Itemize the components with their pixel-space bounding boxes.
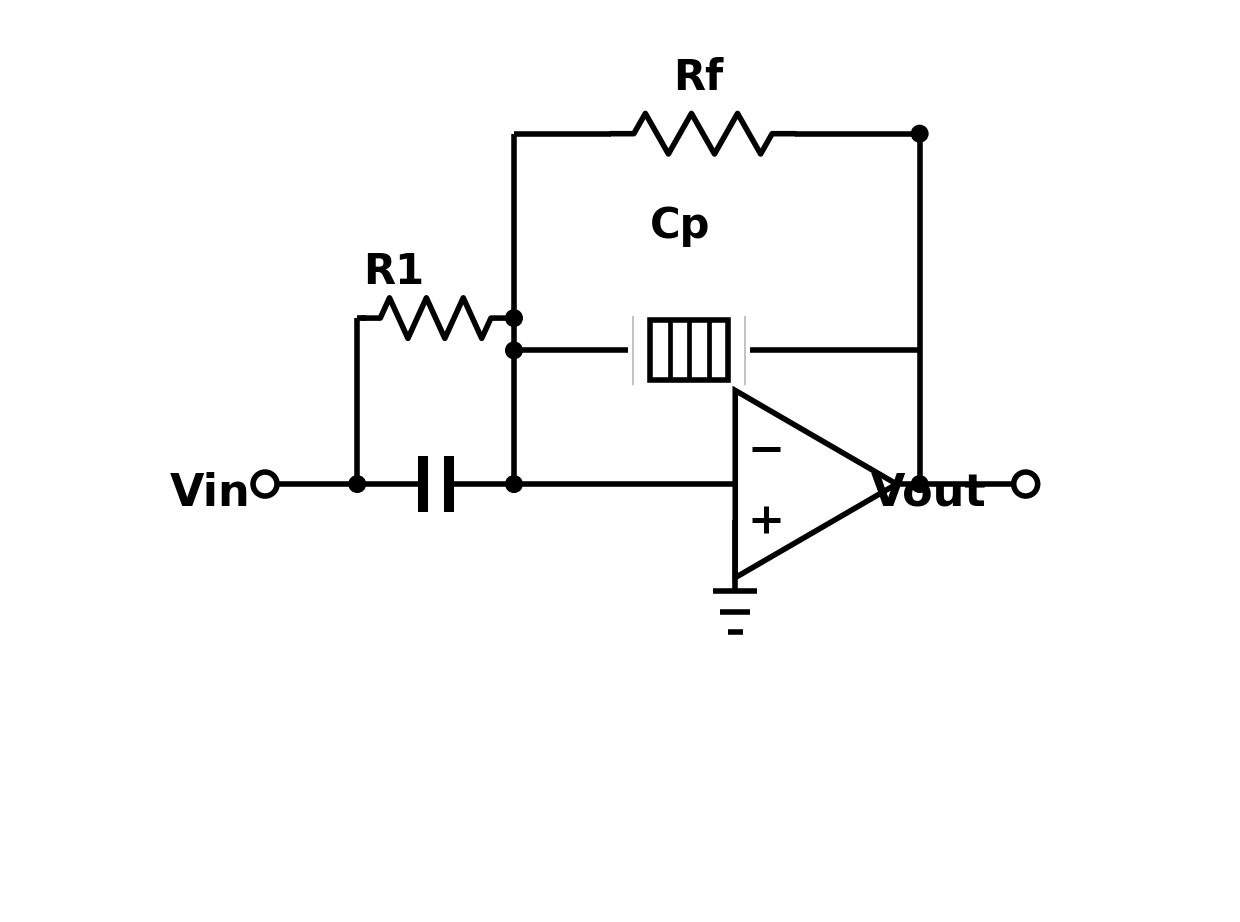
Circle shape [506,310,522,326]
Circle shape [506,342,522,359]
Circle shape [911,125,928,142]
Circle shape [506,476,522,492]
Text: Vout: Vout [870,472,987,514]
Circle shape [348,476,366,492]
Text: Rf: Rf [673,57,723,100]
Circle shape [911,476,928,492]
FancyBboxPatch shape [650,320,728,380]
Text: R1: R1 [363,251,424,293]
Text: Vin: Vin [170,472,250,514]
Text: Cp: Cp [650,205,711,247]
